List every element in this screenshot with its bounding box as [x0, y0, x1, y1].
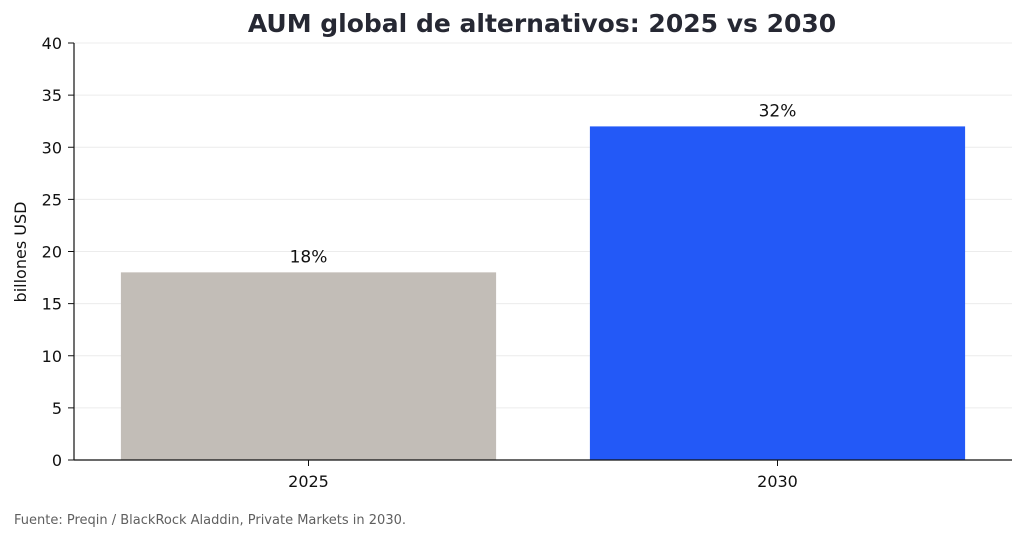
y-tick-label-5: 5 — [52, 399, 62, 418]
data-label-2025: 18% — [290, 247, 328, 267]
y-tick-label-0: 0 — [52, 451, 62, 470]
bar-2025 — [120, 272, 497, 460]
y-tick-label-25: 25 — [42, 190, 62, 209]
y-axis-label: billones USD — [11, 202, 30, 303]
y-tick-label-30: 30 — [42, 138, 62, 157]
y-tick-label-40: 40 — [42, 34, 62, 53]
y-tick-label-20: 20 — [42, 243, 62, 262]
source-note: Fuente: Preqin / BlackRock Aladdin, Priv… — [14, 513, 406, 528]
data-label-2030: 32% — [759, 101, 797, 121]
bars: 18% 32% — [120, 101, 966, 461]
y-tick-label-35: 35 — [42, 86, 62, 105]
x-tick-label-2030: 2030 — [757, 472, 798, 491]
chart-title: AUM global de alternativos: 2025 vs 2030 — [248, 9, 836, 38]
x-tick-label-2025: 2025 — [288, 472, 329, 491]
y-tick-label-15: 15 — [42, 295, 62, 314]
bar-2030 — [589, 126, 966, 461]
y-tick-label-10: 10 — [42, 347, 62, 366]
